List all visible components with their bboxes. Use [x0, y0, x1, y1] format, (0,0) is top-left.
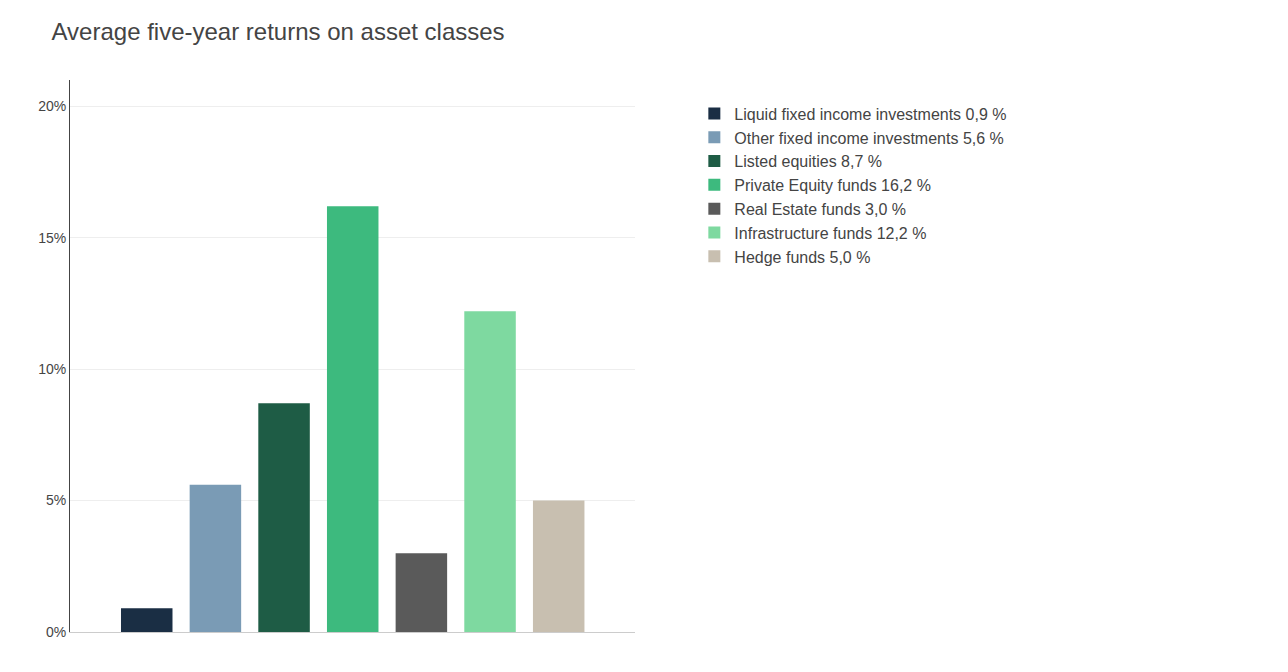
svg-text:10%: 10%: [38, 361, 66, 377]
svg-text:Private Equity funds 16,2 %: Private Equity funds 16,2 %: [734, 177, 931, 194]
svg-text:Real Estate funds 3,0 %: Real Estate funds 3,0 %: [734, 201, 906, 218]
svg-text:Listed equities 8,7 %: Listed equities 8,7 %: [734, 153, 882, 170]
svg-text:0%: 0%: [46, 624, 66, 640]
svg-text:20%: 20%: [38, 98, 66, 114]
svg-text:Average five-year returns on a: Average five-year returns on asset class…: [52, 18, 505, 45]
svg-text:Other fixed income investments: Other fixed income investments 5,6 %: [734, 130, 1003, 147]
svg-text:Hedge funds 5,0 %: Hedge funds 5,0 %: [734, 249, 870, 266]
svg-text:Liquid fixed income investment: Liquid fixed income investments 0,9 %: [734, 106, 1006, 123]
svg-text:5%: 5%: [46, 492, 66, 508]
svg-text:15%: 15%: [38, 230, 66, 246]
svg-text:Infrastructure funds 12,2 %: Infrastructure funds 12,2 %: [734, 225, 926, 242]
